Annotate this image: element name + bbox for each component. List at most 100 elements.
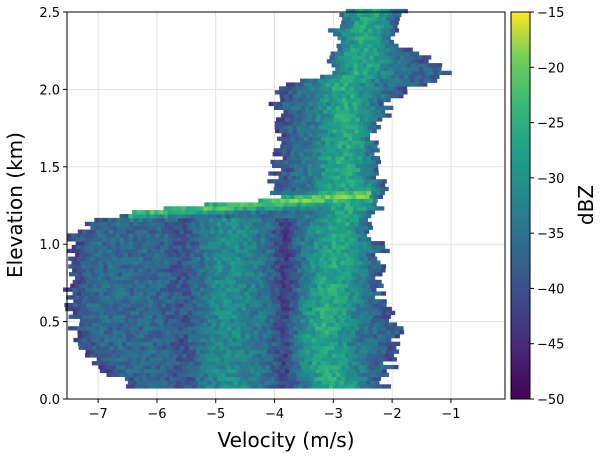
heatmap-cell [95, 272, 101, 277]
heatmap-cell [260, 322, 265, 327]
heatmap-cell [207, 206, 213, 211]
heatmap-cell [147, 256, 153, 261]
heatmap-cell [410, 67, 415, 72]
heatmap-cell [355, 341, 361, 346]
heatmap-cell [320, 314, 325, 319]
heatmap-cell [287, 287, 293, 292]
heatmap-cell [316, 194, 322, 199]
heatmap-cell [301, 353, 306, 358]
heatmap-cell [381, 326, 386, 331]
heatmap-cell [154, 295, 159, 300]
heatmap-cell [378, 361, 384, 366]
heatmap-cell [293, 256, 298, 261]
heatmap-cell [228, 306, 234, 312]
heatmap-cell [145, 295, 151, 300]
heatmap-cell [385, 90, 390, 95]
heatmap-cell [336, 94, 342, 99]
heatmap-cell [380, 268, 386, 273]
heatmap-cell [348, 51, 353, 56]
heatmap-cell [380, 39, 386, 45]
heatmap-cell [228, 361, 234, 366]
heatmap-cell [115, 245, 121, 250]
heatmap-cell [261, 364, 267, 370]
heatmap-cell [251, 275, 257, 281]
heatmap-cell [344, 318, 350, 323]
heatmap-cell [367, 364, 372, 370]
heatmap-cell [344, 214, 350, 219]
heatmap-cell [339, 322, 345, 327]
heatmap-cell [353, 206, 358, 211]
heatmap-cell [312, 136, 318, 141]
heatmap-cell [200, 217, 205, 223]
heatmap-cell [83, 345, 88, 350]
heatmap-cell [97, 241, 103, 246]
heatmap-cell [277, 101, 283, 107]
heatmap-cell [413, 55, 418, 60]
heatmap-cell [107, 287, 112, 292]
heatmap-cell [309, 372, 315, 377]
heatmap-cell [281, 167, 286, 172]
heatmap-cell [235, 349, 241, 354]
heatmap-cell [426, 55, 432, 60]
heatmap-cell [319, 376, 324, 381]
heatmap-cell [193, 210, 199, 215]
heatmap-cell [362, 105, 367, 110]
heatmap-cell [179, 299, 184, 304]
heatmap-cell [249, 341, 255, 346]
heatmap-cell [123, 283, 128, 288]
heatmap-cell [77, 334, 83, 339]
heatmap-cell [372, 330, 378, 335]
heatmap-cell [300, 156, 306, 161]
heatmap-cell [243, 237, 248, 242]
heatmap-cell [241, 272, 246, 277]
heatmap-cell [360, 171, 366, 176]
heatmap-cell [212, 287, 218, 292]
heatmap-cell [339, 24, 345, 29]
heatmap-cell [365, 101, 371, 107]
heatmap-cell [322, 237, 328, 242]
heatmap-cell [367, 159, 373, 165]
heatmap-cell [304, 318, 310, 323]
heatmap-cell [169, 225, 175, 230]
heatmap-cell [332, 94, 338, 99]
heatmap-cell [348, 275, 354, 281]
heatmap-cell [329, 299, 334, 304]
heatmap-cell [313, 260, 319, 265]
heatmap-cell [190, 364, 196, 370]
heatmap-cell [337, 303, 343, 308]
heatmap-cell [342, 334, 347, 339]
heatmap-cell [237, 322, 243, 327]
heatmap-cell [276, 341, 282, 346]
heatmap-cell [311, 229, 317, 234]
heatmap-cell [100, 345, 106, 350]
heatmap-cell [340, 287, 346, 292]
heatmap-cell [365, 51, 371, 56]
heatmap-cell [210, 345, 216, 350]
heatmap-cell [275, 310, 281, 316]
heatmap-cell [245, 368, 251, 374]
heatmap-cell [166, 272, 171, 277]
heatmap-cell [119, 214, 125, 219]
heatmap-cell [102, 318, 107, 323]
heatmap-cell [345, 39, 350, 45]
heatmap-cell [267, 384, 272, 389]
heatmap-cell [195, 221, 200, 227]
heatmap-cell [323, 349, 329, 354]
heatmap-cell [256, 372, 262, 377]
heatmap-cell [257, 287, 262, 292]
heatmap-cell [269, 260, 275, 265]
heatmap-cell [111, 248, 117, 254]
heatmap-cell [209, 384, 215, 389]
heatmap-cell [298, 334, 303, 339]
heatmap-cell [101, 357, 106, 362]
heatmap-cell [239, 248, 245, 254]
heatmap-cell [307, 140, 313, 145]
heatmap-cell [196, 326, 201, 331]
heatmap-cell [244, 268, 249, 273]
heatmap-cell [329, 345, 335, 350]
heatmap-cell [346, 47, 352, 52]
heatmap-cell [292, 109, 297, 114]
heatmap-cell [323, 109, 328, 114]
heatmap-cell [191, 217, 197, 223]
heatmap-cell [102, 353, 108, 358]
